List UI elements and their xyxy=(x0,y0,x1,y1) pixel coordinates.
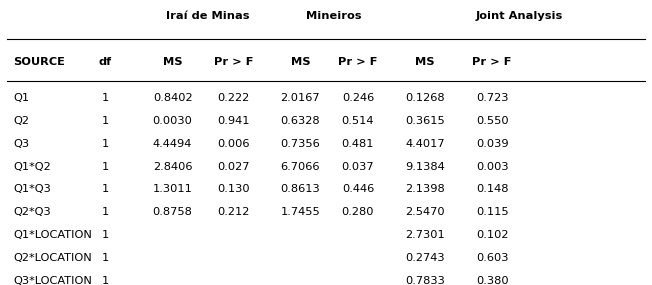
Text: 0.603: 0.603 xyxy=(476,253,509,263)
Text: 0.148: 0.148 xyxy=(476,184,509,194)
Text: 1: 1 xyxy=(102,93,109,103)
Text: 1: 1 xyxy=(102,162,109,172)
Text: Iraí de Minas: Iraí de Minas xyxy=(166,11,250,21)
Text: Q1*Q2: Q1*Q2 xyxy=(13,162,51,172)
Text: Q1*LOCATION: Q1*LOCATION xyxy=(13,230,92,240)
Text: 1: 1 xyxy=(102,116,109,126)
Text: 1: 1 xyxy=(102,139,109,148)
Text: 0.212: 0.212 xyxy=(217,207,250,217)
Text: 1: 1 xyxy=(102,276,109,285)
Text: 0.037: 0.037 xyxy=(342,162,374,172)
Text: Q2*Q3: Q2*Q3 xyxy=(13,207,51,217)
Text: 0.280: 0.280 xyxy=(342,207,374,217)
Text: 0.8613: 0.8613 xyxy=(280,184,320,194)
Text: 0.8402: 0.8402 xyxy=(153,93,192,103)
Text: 2.0167: 2.0167 xyxy=(280,93,320,103)
Text: Pr > F: Pr > F xyxy=(338,56,378,66)
Text: Joint Analysis: Joint Analysis xyxy=(476,11,563,21)
Text: 2.7301: 2.7301 xyxy=(405,230,445,240)
Text: SOURCE: SOURCE xyxy=(13,56,65,66)
Text: 0.027: 0.027 xyxy=(217,162,250,172)
Text: Pr > F: Pr > F xyxy=(214,56,253,66)
Text: 6.7066: 6.7066 xyxy=(281,162,320,172)
Text: 1.3011: 1.3011 xyxy=(153,184,192,194)
Text: df: df xyxy=(99,56,112,66)
Text: 0.102: 0.102 xyxy=(476,230,509,240)
Text: Pr > F: Pr > F xyxy=(473,56,512,66)
Text: 0.3615: 0.3615 xyxy=(405,116,445,126)
Text: 4.4017: 4.4017 xyxy=(406,139,445,148)
Text: 0.006: 0.006 xyxy=(217,139,250,148)
Text: Q2*LOCATION: Q2*LOCATION xyxy=(13,253,92,263)
Text: 0.130: 0.130 xyxy=(217,184,250,194)
Text: Q1*Q3: Q1*Q3 xyxy=(13,184,51,194)
Text: 2.5470: 2.5470 xyxy=(406,207,445,217)
Text: 0.481: 0.481 xyxy=(342,139,374,148)
Text: 0.115: 0.115 xyxy=(476,207,509,217)
Text: 4.4494: 4.4494 xyxy=(153,139,192,148)
Text: 1: 1 xyxy=(102,230,109,240)
Text: Mineiros: Mineiros xyxy=(306,11,362,21)
Text: 0.222: 0.222 xyxy=(217,93,250,103)
Text: 0.380: 0.380 xyxy=(476,276,509,285)
Text: Q1: Q1 xyxy=(13,93,29,103)
Text: 0.2743: 0.2743 xyxy=(406,253,445,263)
Text: 0.8758: 0.8758 xyxy=(153,207,192,217)
Text: 0.7833: 0.7833 xyxy=(405,276,445,285)
Text: 1.7455: 1.7455 xyxy=(280,207,320,217)
Text: Q2: Q2 xyxy=(13,116,29,126)
Text: 0.246: 0.246 xyxy=(342,93,374,103)
Text: 0.446: 0.446 xyxy=(342,184,374,194)
Text: Q3*LOCATION: Q3*LOCATION xyxy=(13,276,92,285)
Text: 1: 1 xyxy=(102,253,109,263)
Text: 0.550: 0.550 xyxy=(476,116,509,126)
Text: 0.0030: 0.0030 xyxy=(153,116,192,126)
Text: 2.1398: 2.1398 xyxy=(405,184,445,194)
Text: 9.1384: 9.1384 xyxy=(405,162,445,172)
Text: 0.723: 0.723 xyxy=(476,93,509,103)
Text: MS: MS xyxy=(163,56,183,66)
Text: 1: 1 xyxy=(102,207,109,217)
Text: 0.514: 0.514 xyxy=(342,116,374,126)
Text: Q3: Q3 xyxy=(13,139,29,148)
Text: 2.8406: 2.8406 xyxy=(153,162,192,172)
Text: MS: MS xyxy=(291,56,310,66)
Text: 0.7356: 0.7356 xyxy=(280,139,320,148)
Text: 0.1268: 0.1268 xyxy=(406,93,445,103)
Text: 0.941: 0.941 xyxy=(217,116,250,126)
Text: MS: MS xyxy=(415,56,435,66)
Text: 1: 1 xyxy=(102,184,109,194)
Text: 0.039: 0.039 xyxy=(476,139,509,148)
Text: 0.003: 0.003 xyxy=(476,162,509,172)
Text: 0.6328: 0.6328 xyxy=(280,116,320,126)
